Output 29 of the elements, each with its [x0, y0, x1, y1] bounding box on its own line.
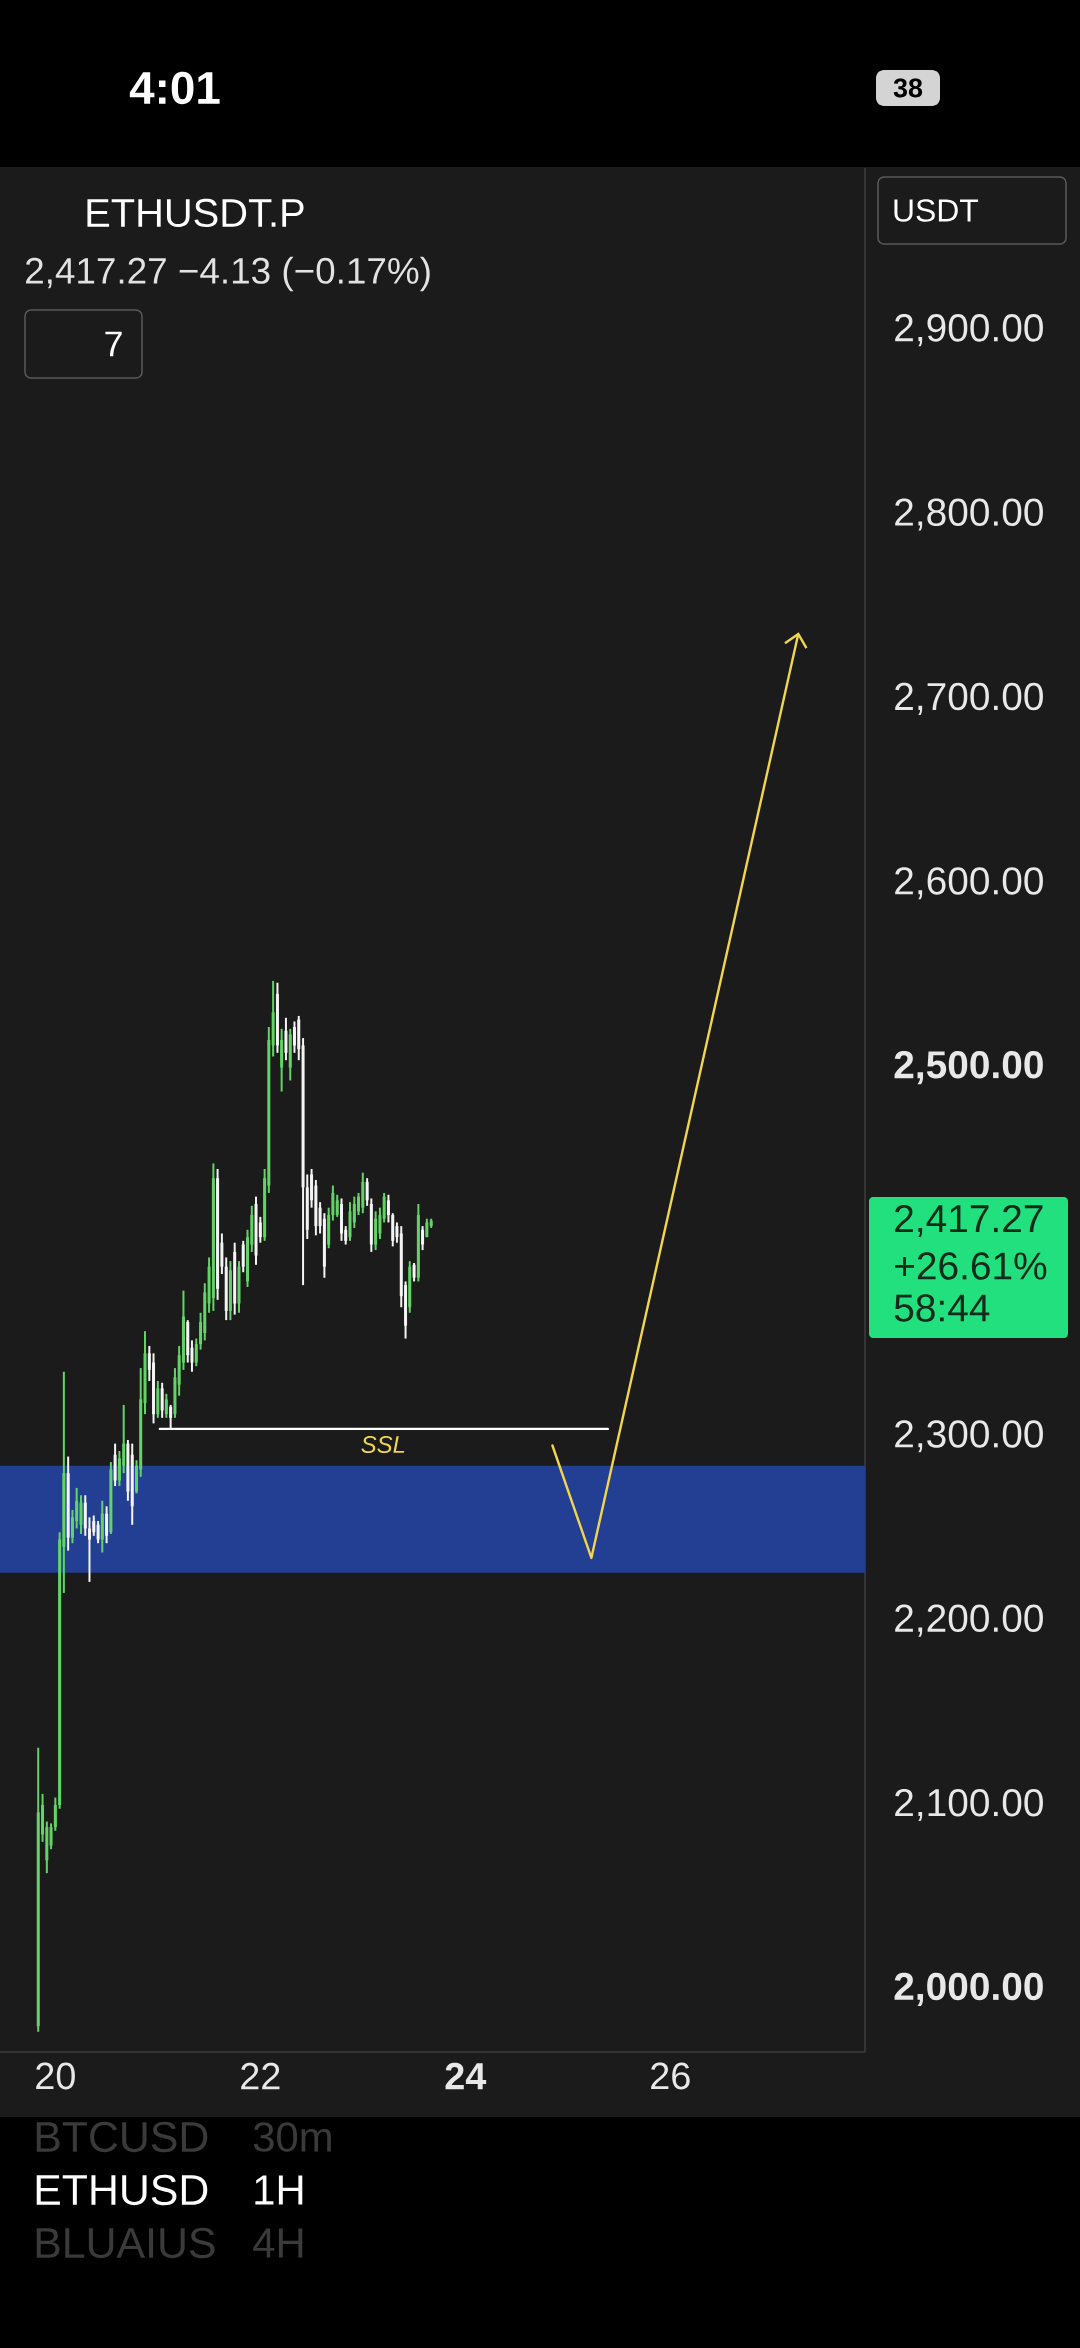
text: BTCUSD — [36, 2121, 208, 2153]
text: 2,417.27 −4.13 (−0.17%) — [26, 256, 430, 292]
text: ETHUSD — [36, 2174, 208, 2206]
text: BLUAIUS — [36, 2227, 215, 2259]
text: 30m — [253, 2122, 331, 2152]
text: 2,417.27 — [895, 1204, 1043, 1238]
x-tick-label: 24 — [445, 2062, 487, 2090]
text: 58:44 — [894, 1294, 990, 1322]
annotation: SSL — [361, 1436, 405, 1454]
text: 1H — [255, 2175, 303, 2205]
x-tick-label: 20 — [36, 2062, 75, 2090]
text: +26.61% — [895, 1252, 1047, 1280]
y-tick-label: 2,700.00 — [895, 682, 1043, 715]
y-tick-label: 2,600.00 — [895, 867, 1043, 900]
text: 4H — [253, 2228, 303, 2258]
text: ETHUSDT.P — [87, 198, 304, 228]
x-tick-label: 26 — [651, 2062, 690, 2090]
y-tick-label: 2,500.00 — [894, 1050, 1043, 1085]
y-tick-label: 2,000.00 — [894, 1972, 1043, 2006]
y-tick-label: 2,300.00 — [895, 1420, 1043, 1453]
y-tick-label: 2,800.00 — [895, 498, 1043, 531]
text: 4:01 — [129, 71, 220, 105]
annotation: 7 — [105, 331, 122, 357]
text: 38 — [893, 78, 923, 98]
y-tick-label: 2,100.00 — [895, 1788, 1043, 1822]
x-tick-label: 22 — [241, 2062, 280, 2090]
y-tick-label: 2,900.00 — [895, 314, 1043, 347]
y-tick-label: 2,200.00 — [895, 1604, 1043, 1637]
text: USDT — [894, 199, 979, 222]
